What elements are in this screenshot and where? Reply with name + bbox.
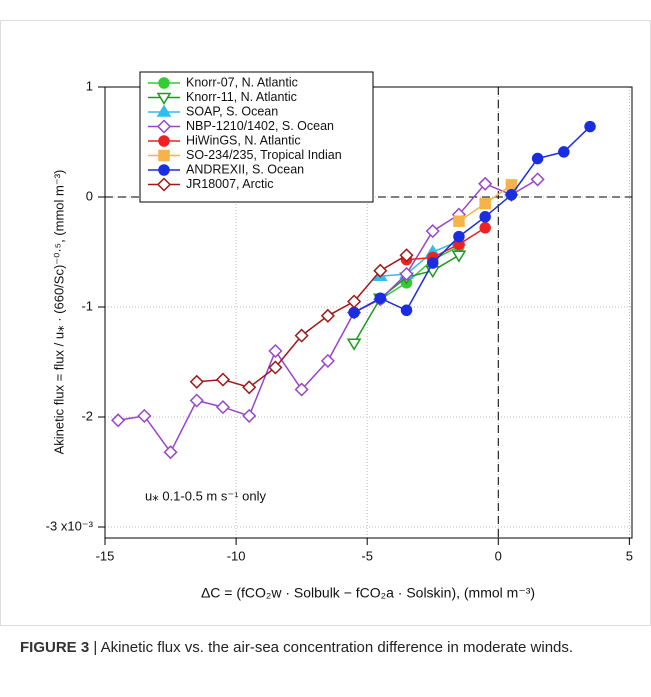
- legend-label: NBP-1210/1402, S. Ocean: [186, 119, 334, 133]
- point: [158, 164, 170, 176]
- point: [531, 152, 544, 165]
- point: [156, 177, 172, 192]
- y-tick-label: -1: [81, 298, 93, 313]
- point: [156, 92, 172, 105]
- legend-label: ANDREXII, S. Ocean: [186, 162, 304, 176]
- point: [156, 104, 172, 117]
- series-line: [353, 126, 591, 314]
- point: [320, 353, 335, 368]
- point: [453, 215, 465, 227]
- point: [399, 266, 414, 282]
- point: [215, 400, 231, 415]
- point: [584, 120, 596, 133]
- legend-label: Knorr-07, N. Atlantic: [186, 75, 298, 89]
- x-axis-label: ΔC = (fCO₂w · Solbulk − fCO₂a · Solskin)…: [201, 585, 535, 601]
- y-tick-label: 1: [86, 78, 93, 93]
- point: [373, 263, 388, 278]
- point: [347, 294, 362, 309]
- series-line: [196, 254, 407, 389]
- series-line: [379, 245, 460, 300]
- x-tick-label: -15: [96, 548, 115, 563]
- legend-label: HiWinGS, N. Atlantic: [186, 133, 301, 147]
- point: [346, 338, 362, 351]
- y-tick-label: -2: [81, 408, 93, 423]
- point: [530, 172, 545, 187]
- point: [111, 413, 126, 428]
- point: [425, 224, 440, 239]
- y-tick-label: 0: [86, 188, 93, 203]
- point: [268, 343, 283, 359]
- point: [268, 360, 283, 375]
- point: [426, 257, 439, 269]
- caption: FIGURE 3 | Akinetic flux vs. the air-sea…: [20, 636, 620, 660]
- legend-label: JR18007, Arctic: [186, 177, 274, 191]
- point: [163, 445, 178, 460]
- point: [453, 230, 465, 243]
- series-line: [380, 240, 460, 277]
- point: [505, 179, 518, 191]
- point: [158, 135, 170, 147]
- point: [320, 308, 335, 323]
- point: [156, 119, 172, 134]
- caption-text: | Akinetic flux vs. the air-sea concentr…: [93, 639, 574, 656]
- point: [505, 189, 518, 201]
- x-tick-label: 5: [626, 548, 633, 563]
- legend-label: SOAP, S. Ocean: [186, 104, 278, 118]
- x-tick-label: 0: [495, 548, 502, 563]
- point: [294, 382, 309, 397]
- legend-label: SO-234/235, Tropical Indian: [186, 148, 342, 162]
- caption-label: FIGURE 3: [20, 639, 90, 656]
- point: [189, 393, 204, 408]
- y-axis-label: Akinetic flux = flux / u⁎ · (660/Sc)⁻⁰·⁵…: [51, 170, 66, 455]
- x-tick-label: -5: [361, 548, 373, 563]
- point: [189, 374, 204, 389]
- series-line: [406, 227, 486, 261]
- point: [400, 304, 413, 317]
- x-tick-label: -10: [227, 548, 246, 563]
- point: [479, 211, 491, 223]
- point: [294, 328, 309, 343]
- point: [451, 250, 467, 263]
- point: [479, 222, 491, 234]
- point: [558, 146, 570, 158]
- point: [242, 380, 257, 395]
- point: [215, 372, 231, 387]
- legend-label: Knorr-11, N. Atlantic: [186, 90, 297, 104]
- point: [479, 197, 491, 210]
- chart: Akinetic flux = flux / u⁎ · (660/Sc)⁻⁰·⁵…: [0, 20, 651, 626]
- point: [137, 408, 152, 423]
- point: [158, 77, 170, 89]
- y-tick-label: -3 x10⁻³: [46, 518, 94, 533]
- point: [348, 306, 360, 319]
- point: [242, 408, 257, 423]
- annotation: u⁎ 0.1-0.5 m s⁻¹ only: [145, 488, 267, 503]
- legend-box: [139, 71, 374, 203]
- point: [374, 292, 387, 304]
- point: [158, 149, 170, 162]
- point: [478, 176, 493, 191]
- point: [399, 248, 414, 263]
